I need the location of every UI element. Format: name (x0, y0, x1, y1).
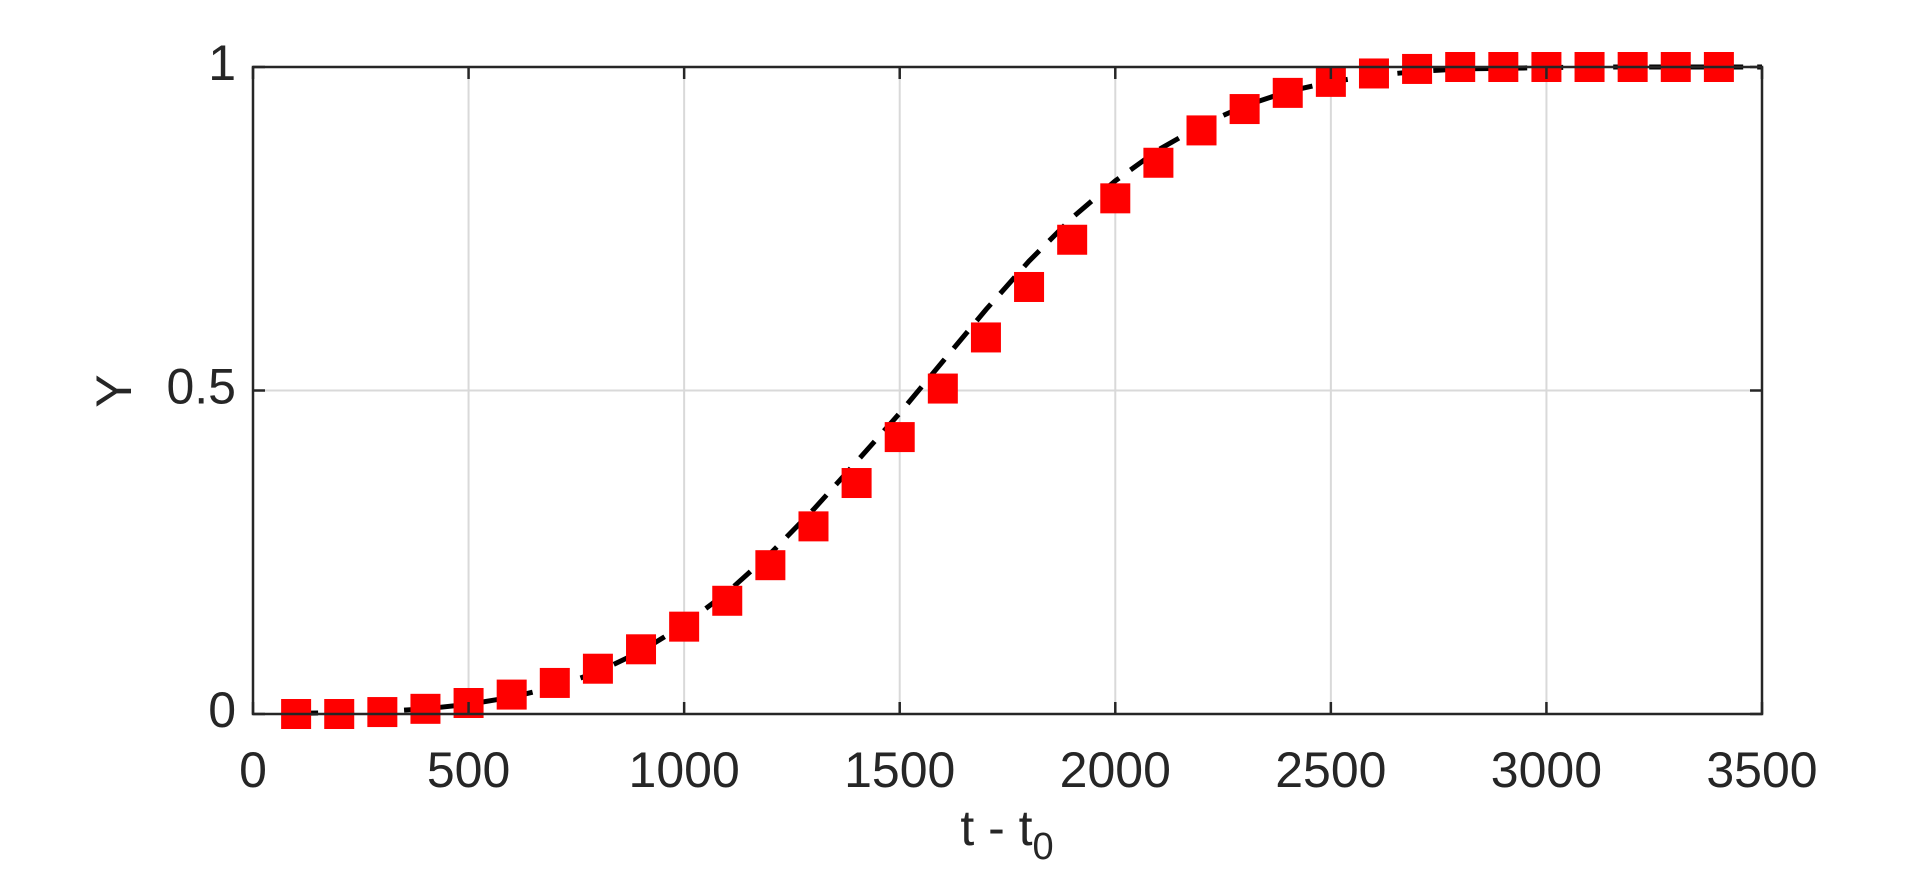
marker (539, 667, 570, 698)
x-tick-label: 3000 (1491, 742, 1602, 798)
x-axis-label-subscript: 0 (1033, 826, 1054, 868)
marker (927, 373, 958, 404)
marker (841, 468, 872, 499)
x-tick-label: 1000 (629, 742, 740, 798)
marker (884, 422, 915, 453)
x-tick-label: 0 (239, 742, 267, 798)
marker (1272, 77, 1303, 108)
marker (1186, 115, 1217, 146)
marker (1014, 271, 1045, 302)
y-tick-label: 0 (208, 682, 236, 738)
marker (712, 585, 743, 616)
marker (798, 511, 829, 542)
marker (669, 611, 700, 642)
y-axis-label: Y (86, 374, 142, 407)
marker (1229, 94, 1260, 125)
marker (1100, 183, 1131, 214)
x-tick-label: 500 (427, 742, 510, 798)
marker (1057, 224, 1088, 255)
ticks: 0 500 1000 1500 2000 2500 3000 3500 0 0.5 1 (166, 35, 1817, 798)
marker (755, 550, 786, 581)
x-axis-label-main: t - t (960, 800, 1032, 856)
marker (970, 322, 1001, 353)
x-axis-label: t - t0 (960, 800, 1053, 868)
marker (1143, 147, 1174, 178)
marker (1402, 53, 1433, 84)
x-tick-label: 1500 (844, 742, 955, 798)
marker (496, 679, 527, 710)
x-tick-label: 3500 (1706, 742, 1817, 798)
x-tick-label: 2500 (1275, 742, 1386, 798)
y-tick-label: 0.5 (166, 359, 236, 415)
marker (410, 693, 441, 724)
marker (367, 697, 398, 728)
marker (1358, 58, 1389, 89)
x-tick-label: 2000 (1060, 742, 1171, 798)
y-tick-label: 1 (208, 35, 236, 91)
marker (582, 653, 613, 684)
marker (626, 634, 657, 665)
